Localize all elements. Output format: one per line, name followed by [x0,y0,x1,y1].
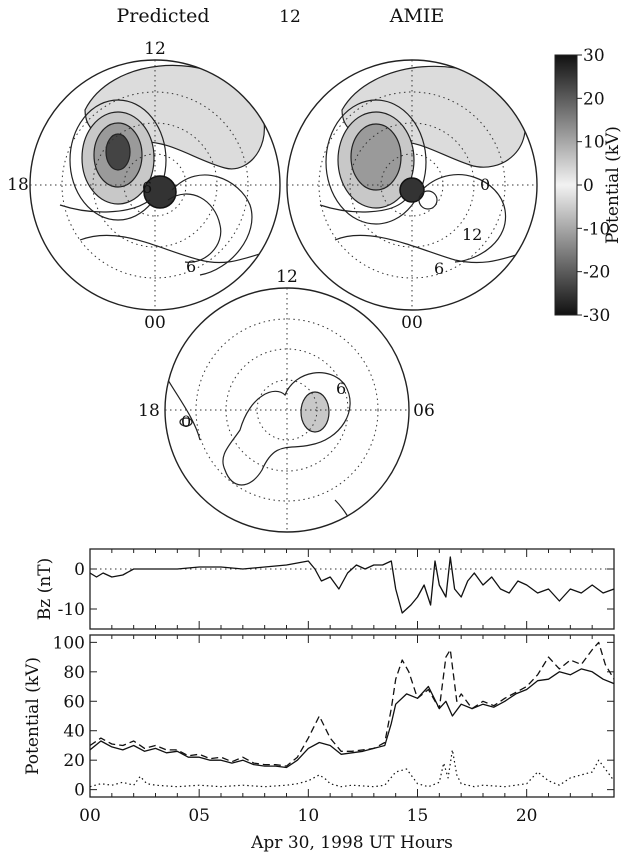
amie-label-00: 00 [401,313,423,333]
x-tick-label: 10 [298,806,320,826]
y-tick-label: 80 [63,663,85,683]
predicted-title: Predicted [116,5,209,27]
top-label-12: 12 [279,7,301,27]
predicted-polar-plot: Predicted 12 18 00 6 6 [7,5,281,333]
amie-polar-plot: AMIE 00 0 12 6 [286,5,538,333]
diff-label-12: 12 [276,267,298,287]
x-tick-label: 20 [516,806,538,826]
predicted-label-18: 18 [7,175,29,195]
y-tick-label: 40 [63,722,85,742]
y-tick-label: -10 [58,600,85,620]
bz-xticks [89,549,615,629]
amie-contour-label-a: 0 [480,175,490,194]
bz-panel: 0 -10 Bz (nT) [35,548,615,630]
potential-xlabel: Apr 30, 1998 UT Hours [250,833,453,853]
bz-yticks: 0 -10 [58,560,614,620]
diff-label-18: 18 [138,401,160,421]
series-dotted-line [90,749,614,788]
y-tick-label: 100 [53,633,85,653]
diff-contour-label-b: 6 [336,379,346,398]
potential-yticks: 0 20 40 60 80 100 [53,633,614,801]
bz-series [90,556,614,614]
colorbar-tick-label: -30 [583,306,610,326]
potential-frame [89,634,615,798]
potential-xticks: 00 05 10 15 20 [79,635,615,826]
amie-title: AMIE [389,5,445,27]
potential-series [90,641,614,788]
colorbar-tick-label: -20 [583,263,610,283]
x-tick-label: 00 [79,806,101,826]
colorbar-label: Potential (kV) [603,126,623,244]
potential-panel: 0 20 40 60 80 100 00 05 10 15 20 Potential (kV) A… [23,633,615,853]
amie-contour-label-c: 6 [434,259,444,278]
colorbar-tick-label: 10 [583,133,605,153]
y-tick-label: 0 [74,781,85,801]
potential-ylabel: Potential (kV) [23,657,43,775]
y-tick-label: 60 [63,692,85,712]
series-solid-line [90,556,614,614]
predicted-contour-label-a: 6 [142,178,152,197]
colorbar: 30 20 10 0 -10 -20 -30 Potential (kV) [554,46,623,326]
y-tick-label: 20 [63,751,85,771]
diff-label-06: 06 [413,401,435,421]
colorbar-tick-label: 20 [583,89,605,109]
series-solid-line [90,668,614,769]
predicted-contour-label-b: 6 [186,257,196,276]
y-tick-label: 0 [74,560,85,580]
series-dashed-line [90,641,614,767]
difference-polar-plot: 12 18 06 0 6 [138,267,435,533]
diff-contour-label-a: 0 [181,412,191,431]
x-tick-label: 15 [407,806,429,826]
colorbar-tick-label: 30 [583,46,605,66]
bz-frame [89,548,615,630]
colorbar-tick-label: -10 [583,219,610,239]
colorbar-tick-label: 0 [583,176,594,196]
colorbar-gradient [554,54,578,316]
bz-ylabel: Bz (nT) [35,558,55,620]
predicted-label-00: 00 [144,313,166,333]
colorbar-ticks: 30 20 10 0 -10 -20 -30 [577,46,610,326]
x-tick-label: 05 [188,806,210,826]
predicted-label-12: 12 [144,39,166,59]
amie-contour-label-b: 12 [462,225,482,244]
